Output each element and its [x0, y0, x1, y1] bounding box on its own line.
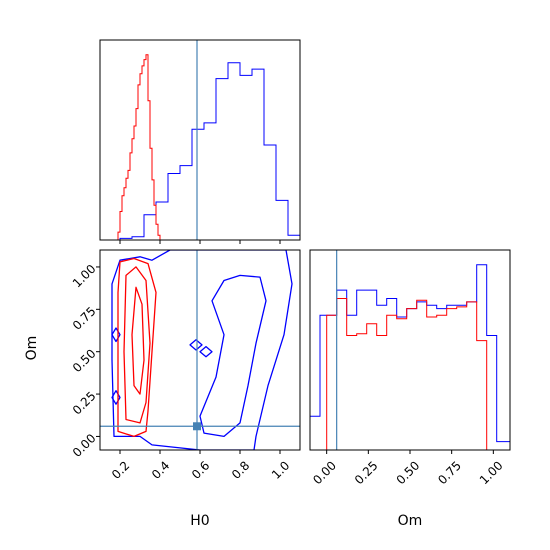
joint-contour-series-1-1 [123, 266, 151, 424]
joint-contour-series-2-1 [199, 274, 267, 438]
joint-truth-marker [193, 422, 201, 431]
xlabel-om: Om [398, 513, 423, 529]
joint-contour-series-2-5 [199, 345, 213, 358]
ylabel-om: Om [24, 336, 40, 361]
joint-contour-series-2-4 [189, 339, 203, 351]
joint-contour-series-1-0 [117, 257, 157, 438]
joint-contour-series-2-0 [111, 250, 293, 450]
joint-contour-series-2-2 [111, 327, 121, 343]
joint-contours [100, 250, 300, 450]
h0-hist-series-2 [119, 62, 301, 240]
h0-histogram-panel [99, 39, 301, 244]
joint-contour-series-2-3 [111, 390, 121, 405]
joint-contour-series-1-2 [131, 286, 145, 395]
xlabel-h0: H0 [190, 513, 209, 529]
om-hist-series-1 [326, 298, 494, 451]
